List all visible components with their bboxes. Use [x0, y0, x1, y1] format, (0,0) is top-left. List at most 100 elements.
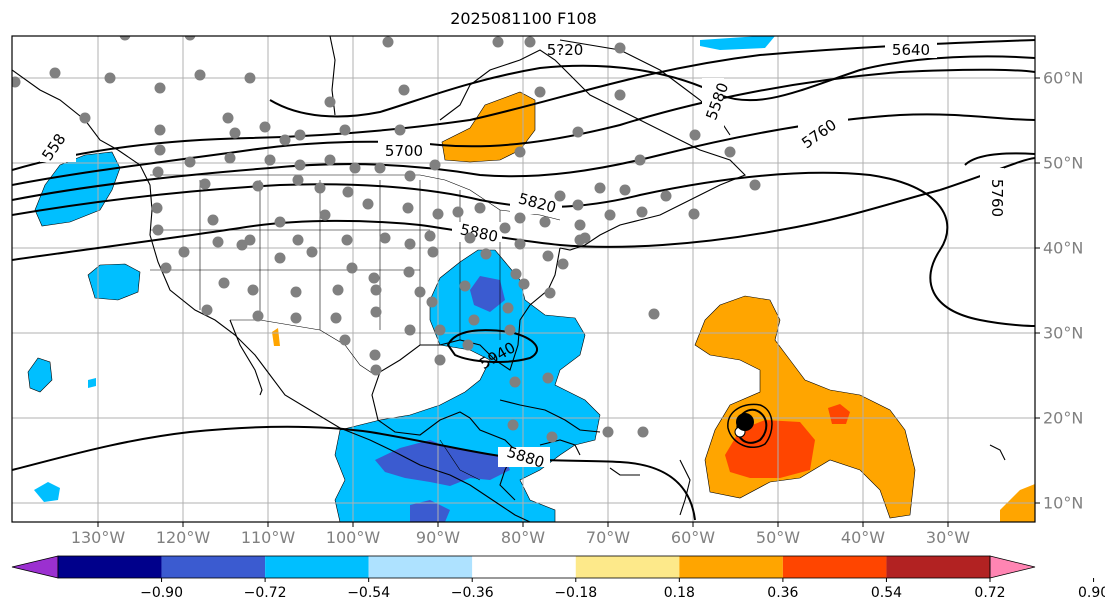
station-marker	[218, 277, 230, 289]
colorbar-tick-label: 0.36	[767, 585, 799, 601]
station-marker	[468, 314, 480, 326]
station-marker	[252, 180, 264, 192]
station-marker	[294, 129, 306, 141]
lat-label: 50°N	[1043, 153, 1084, 173]
station-marker	[306, 246, 318, 258]
station-marker	[464, 232, 476, 244]
lat-label: 40°N	[1043, 238, 1084, 258]
station-marker	[636, 206, 648, 218]
station-marker	[594, 182, 606, 194]
station-marker	[394, 124, 406, 136]
station-marker	[507, 419, 519, 431]
station-marker	[274, 216, 286, 228]
contour-label: 5640	[892, 41, 930, 59]
station-marker	[212, 236, 224, 248]
station-marker	[152, 224, 164, 236]
station-marker	[382, 36, 394, 48]
station-marker	[247, 284, 259, 296]
station-marker	[274, 252, 286, 264]
station-marker	[637, 426, 649, 438]
station-marker	[462, 339, 474, 351]
station-marker	[154, 144, 166, 156]
colorbar-tick-label: −0.54	[347, 585, 391, 601]
station-marker	[534, 86, 546, 98]
station-marker	[119, 36, 131, 41]
lon-label: 40°W	[840, 528, 886, 547]
station-marker	[648, 308, 660, 320]
station-marker	[349, 162, 361, 174]
station-marker	[579, 232, 591, 244]
station-marker	[398, 84, 410, 96]
station-marker	[404, 170, 416, 182]
station-marker	[429, 159, 441, 171]
station-marker	[504, 324, 516, 336]
station-marker	[614, 42, 626, 54]
station-marker	[518, 278, 530, 290]
station-marker	[404, 324, 416, 336]
station-marker	[207, 214, 219, 226]
station-marker	[370, 306, 382, 318]
station-marker	[514, 238, 526, 250]
station-marker	[510, 268, 522, 280]
lon-label: 90°W	[415, 528, 461, 547]
station-marker	[452, 206, 464, 218]
storm-center-marker	[736, 413, 754, 431]
station-marker	[290, 286, 302, 298]
station-marker	[424, 230, 436, 242]
station-marker	[554, 190, 566, 202]
station-marker	[688, 208, 700, 220]
station-marker	[292, 234, 304, 246]
colorbar-tick-label: 0.72	[974, 585, 1006, 601]
station-marker	[194, 69, 206, 81]
lon-label: 60°W	[670, 528, 716, 547]
station-marker	[499, 222, 511, 234]
station-marker	[259, 121, 271, 133]
station-marker	[151, 202, 163, 214]
station-marker	[432, 208, 444, 220]
lat-label: 10°N	[1043, 493, 1084, 513]
station-marker	[660, 190, 672, 202]
station-marker	[572, 199, 584, 211]
station-marker	[104, 72, 116, 84]
station-marker	[542, 250, 554, 262]
contour-label-layer: 5640 5580 5760 5760 5700 5820 5880 5940 …	[38, 38, 1006, 472]
station-marker	[49, 67, 61, 79]
station-marker	[459, 280, 471, 292]
lon-label: 50°W	[755, 528, 801, 547]
station-marker	[294, 159, 306, 171]
station-marker	[619, 184, 631, 196]
station-marker	[341, 234, 353, 246]
station-marker	[402, 202, 414, 214]
station-marker	[324, 154, 336, 166]
station-marker	[184, 156, 196, 168]
station-marker	[152, 166, 164, 178]
station-marker	[154, 82, 166, 94]
station-marker	[572, 126, 584, 138]
colorbar-tick-label: 0.54	[870, 585, 903, 601]
station-marker	[374, 162, 386, 174]
colorbar-tick-label: −0.36	[450, 585, 494, 601]
station-marker	[346, 262, 358, 274]
contour-label: 5700	[385, 142, 423, 160]
lon-label: 70°W	[585, 528, 631, 547]
station-marker	[602, 426, 614, 438]
station-marker	[339, 124, 351, 136]
station-marker	[370, 364, 382, 376]
station-marker	[244, 234, 256, 246]
station-marker	[362, 198, 374, 210]
station-marker	[324, 96, 336, 108]
station-marker	[342, 186, 354, 198]
station-marker	[319, 209, 331, 221]
station-marker	[379, 232, 391, 244]
contour-label: 5760	[988, 179, 1006, 217]
lon-label: 130°W	[70, 528, 126, 547]
station-marker	[542, 372, 554, 384]
contour-label: 5?20	[547, 41, 584, 59]
lon-label: 120°W	[155, 528, 211, 547]
station-marker	[524, 36, 536, 48]
station-marker	[404, 238, 416, 250]
axis-ticks	[97, 77, 1040, 527]
station-marker	[514, 146, 526, 158]
station-marker	[557, 258, 569, 270]
station-marker	[79, 112, 91, 124]
